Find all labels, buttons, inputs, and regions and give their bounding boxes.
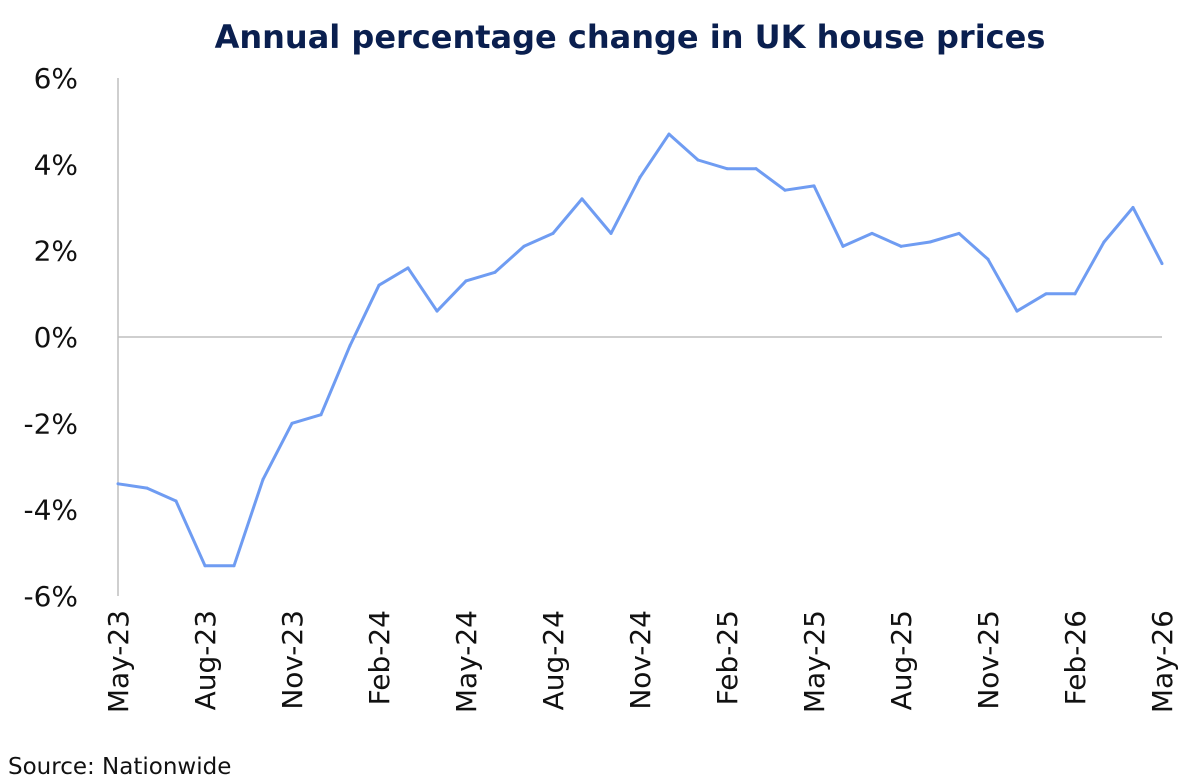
data-point: [928, 240, 932, 244]
x-tick-label: Nov-23: [276, 610, 309, 710]
data-point: [261, 477, 265, 481]
x-axis-tick-labels: May-23 Aug-23 Nov-23 Feb-24 May-24 Aug-24 Nov-…: [102, 610, 1179, 713]
data-point: [290, 421, 294, 425]
data-point: [1102, 240, 1106, 244]
y-tick-label: -4%: [23, 494, 78, 527]
data-point: [174, 499, 178, 503]
y-tick-label: 4%: [34, 148, 78, 181]
y-tick-label: 2%: [34, 235, 78, 268]
data-point: [203, 564, 207, 568]
data-point: [232, 564, 236, 568]
data-point: [725, 167, 729, 171]
y-tick-label: 6%: [34, 62, 78, 95]
x-tick-label: May-26: [1146, 610, 1179, 713]
data-point: [1044, 292, 1048, 296]
data-point: [493, 270, 497, 274]
data-point: [377, 283, 381, 287]
data-point: [522, 244, 526, 248]
data-point: [812, 184, 816, 188]
source-note: Source: Nationwide: [8, 754, 231, 780]
data-point: [1160, 262, 1164, 266]
data-point: [580, 197, 584, 201]
data-point: [406, 266, 410, 270]
x-tick-label: May-24: [450, 610, 483, 713]
data-point: [638, 175, 642, 179]
data-point: [899, 244, 903, 248]
data-point: [957, 231, 961, 235]
data-point: [986, 257, 990, 261]
x-tick-label: Feb-24: [363, 610, 396, 705]
data-point: [145, 486, 149, 490]
x-tick-label: Feb-26: [1059, 610, 1092, 705]
data-point: [696, 158, 700, 162]
data-point: [1131, 206, 1135, 209]
x-tick-label: Aug-25: [885, 610, 918, 710]
data-point: [348, 344, 352, 348]
data-point: [1015, 309, 1019, 313]
data-point: [551, 231, 555, 235]
data-point: [609, 231, 613, 235]
data-point: [1073, 292, 1077, 296]
x-tick-label: Nov-25: [972, 610, 1005, 710]
data-point: [754, 167, 758, 171]
x-tick-label: Nov-24: [624, 610, 657, 710]
x-tick-label: May-23: [102, 610, 135, 713]
data-point: [464, 279, 468, 283]
y-tick-label: 0%: [34, 321, 78, 354]
data-point: [667, 132, 671, 136]
chart-title: Annual percentage change in UK house pri…: [215, 18, 1046, 56]
y-tick-label: -2%: [23, 407, 78, 440]
data-point: [435, 309, 439, 313]
data-point: [319, 413, 323, 417]
data-point: [870, 231, 874, 235]
x-tick-label: May-25: [798, 610, 831, 713]
series-line-annual-change: [117, 132, 1164, 568]
y-tick-label: -6%: [23, 580, 78, 613]
y-axis-tick-labels: 6% 4% 2% 0% -2% -4% -6%: [23, 62, 78, 613]
x-tick-label: Aug-24: [537, 610, 570, 710]
data-point: [116, 482, 120, 486]
x-tick-label: Feb-25: [711, 610, 744, 705]
x-tick-label: Aug-23: [189, 610, 222, 710]
data-point: [783, 188, 787, 192]
data-point: [841, 244, 845, 248]
